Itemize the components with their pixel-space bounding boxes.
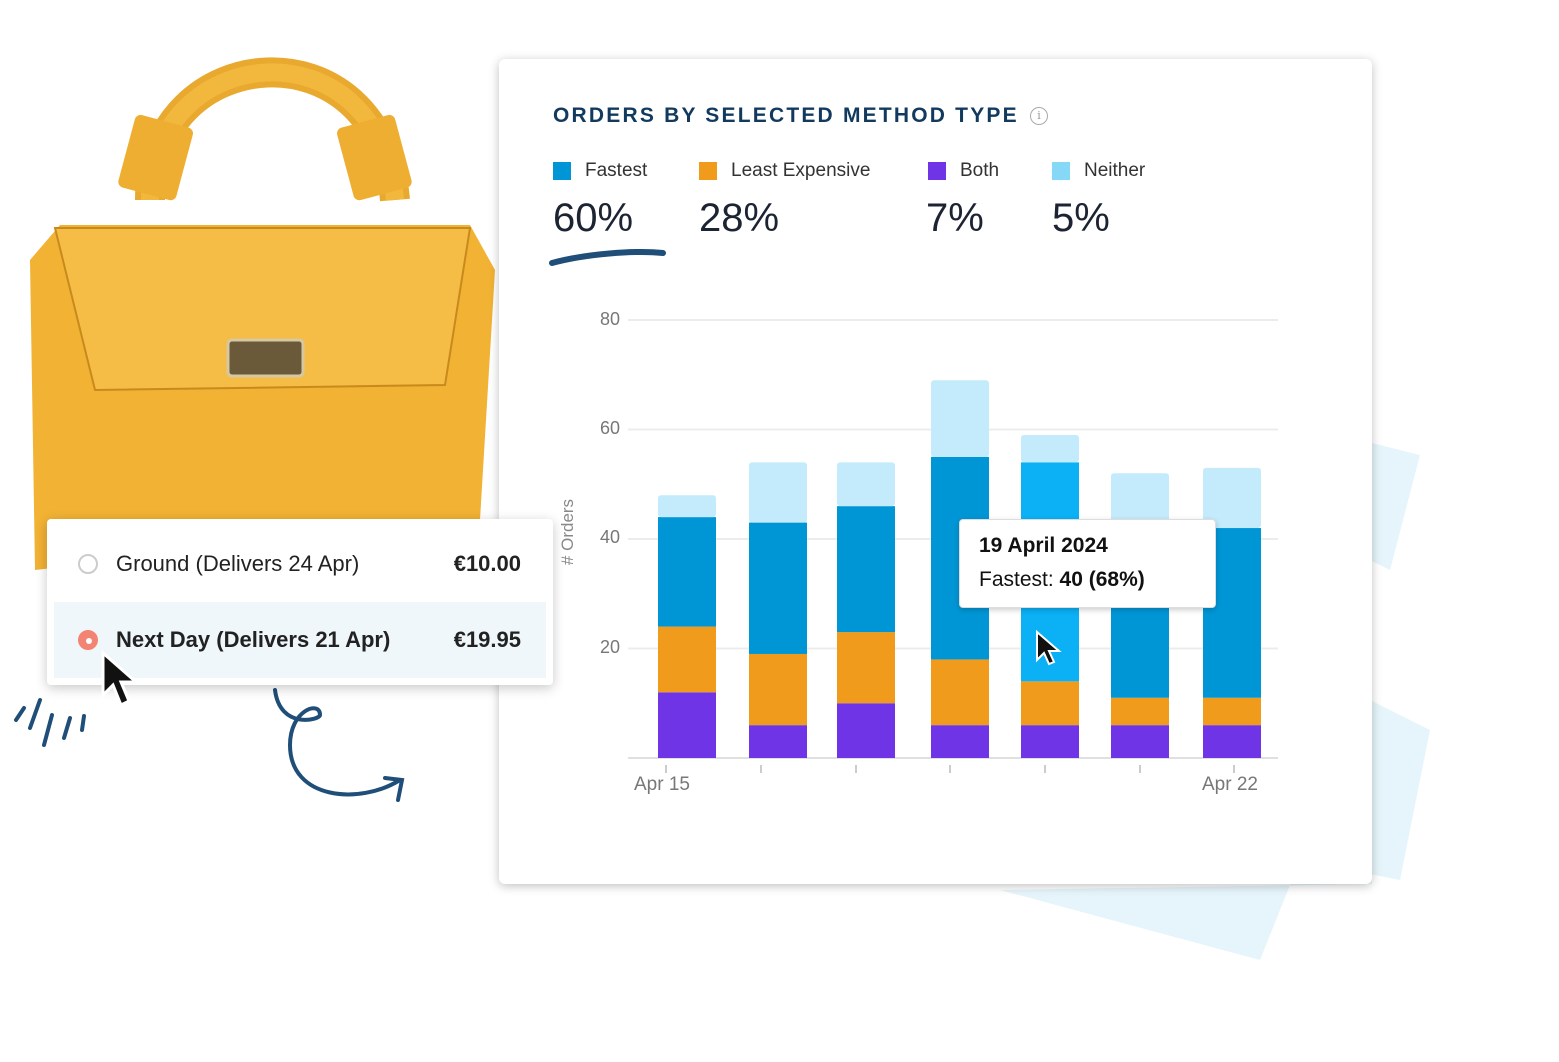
percent-neither: 5% (1052, 196, 1110, 240)
mouse-cursor-icon (1036, 630, 1062, 666)
bar-segment-least-expensive[interactable] (1021, 681, 1079, 726)
legend-both[interactable]: Both (928, 160, 999, 182)
sparkle-doodle (14, 698, 86, 747)
legend-label: Fastest (585, 160, 648, 181)
bar-segment-least-expensive[interactable] (749, 653, 807, 726)
bar-segment-fastest[interactable] (837, 506, 895, 633)
legend-swatch (553, 162, 571, 180)
bar-segment-both[interactable] (1111, 725, 1169, 758)
bar-segment-neither[interactable] (1111, 473, 1169, 529)
percent-least-expensive: 28% (699, 196, 780, 240)
legend-swatch (1052, 162, 1070, 180)
info-icon[interactable]: i (1030, 107, 1048, 125)
shipping-options-panel: Ground (Delivers 24 Apr) €10.00 Next Day… (47, 519, 553, 685)
chart-title: ORDERS BY SELECTED METHOD TYPE (553, 104, 1019, 127)
tooltip-line: Fastest: 40 (68%) (979, 568, 1145, 592)
bar-segment-least-expensive[interactable] (658, 626, 716, 693)
bar-segment-neither[interactable] (1021, 434, 1079, 463)
bar-segment-fastest[interactable] (658, 517, 716, 627)
tooltip-series: Fastest: (979, 568, 1054, 591)
shipping-option-next-day[interactable]: Next Day (Delivers 21 Apr) €19.95 (54, 602, 546, 678)
option-label: Next Day (Delivers 21 Apr) (116, 627, 391, 652)
bar-segment-least-expensive[interactable] (1111, 697, 1169, 726)
y-tick-label: 20 (599, 637, 620, 657)
bar-segment-least-expensive[interactable] (931, 659, 989, 726)
option-label: Ground (Delivers 24 Apr) (116, 551, 360, 576)
shipping-option-ground[interactable]: Ground (Delivers 24 Apr) €10.00 (54, 526, 546, 602)
y-tick-label: 40 (599, 527, 620, 547)
x-tick-label: Apr 15 (634, 774, 690, 795)
decor-paper (1000, 700, 1430, 960)
legend-swatch (928, 162, 946, 180)
mouse-cursor-icon (101, 650, 140, 708)
option-price: €10.00 (453, 551, 521, 576)
underline-doodle (549, 249, 666, 266)
bar-segment-both[interactable] (931, 725, 989, 758)
legend-neither[interactable]: Neither (1052, 160, 1145, 182)
percent-both: 7% (926, 196, 984, 240)
bar-segment-neither[interactable] (837, 462, 895, 507)
y-tick-label: 60 (599, 418, 620, 438)
tooltip-value: 40 (68%) (1059, 568, 1145, 591)
bar-segment-both[interactable] (1021, 725, 1079, 758)
option-price: €19.95 (453, 627, 521, 652)
bar-segment-neither[interactable] (1203, 467, 1261, 529)
bar-segment-least-expensive[interactable] (837, 632, 895, 704)
bar-segment-neither[interactable] (749, 462, 807, 523)
arrow-doodle (273, 688, 405, 802)
bar-segment-fastest[interactable] (749, 522, 807, 654)
decor-paper (1360, 440, 1420, 570)
bar-segment-both[interactable] (658, 692, 716, 758)
legend-fastest[interactable]: Fastest (553, 160, 647, 182)
legend-label: Both (960, 160, 1000, 181)
chart-tooltip: 19 April 2024 Fastest: 40 (68%) (959, 519, 1216, 608)
legend-swatch (699, 162, 717, 180)
y-tick-label: 80 (599, 309, 620, 329)
radio-button-selected[interactable] (78, 630, 98, 650)
bar-segment-neither[interactable] (658, 495, 716, 518)
x-tick-label: Apr 22 (1202, 774, 1258, 795)
legend-label: Neither (1084, 160, 1146, 181)
bar-segment-both[interactable] (837, 703, 895, 758)
percent-fastest: 60% (553, 196, 634, 240)
bar-segment-both[interactable] (1203, 725, 1261, 758)
legend-least-expensive[interactable]: Least Expensive (699, 160, 870, 182)
handbag-image (30, 57, 495, 570)
bar-segment-neither[interactable] (931, 380, 989, 457)
bar-segment-least-expensive[interactable] (1203, 697, 1261, 726)
radio-button[interactable] (78, 554, 98, 574)
bar-segment-both[interactable] (749, 725, 807, 758)
legend-label: Least Expensive (731, 160, 871, 181)
tooltip-date: 19 April 2024 (979, 534, 1108, 557)
